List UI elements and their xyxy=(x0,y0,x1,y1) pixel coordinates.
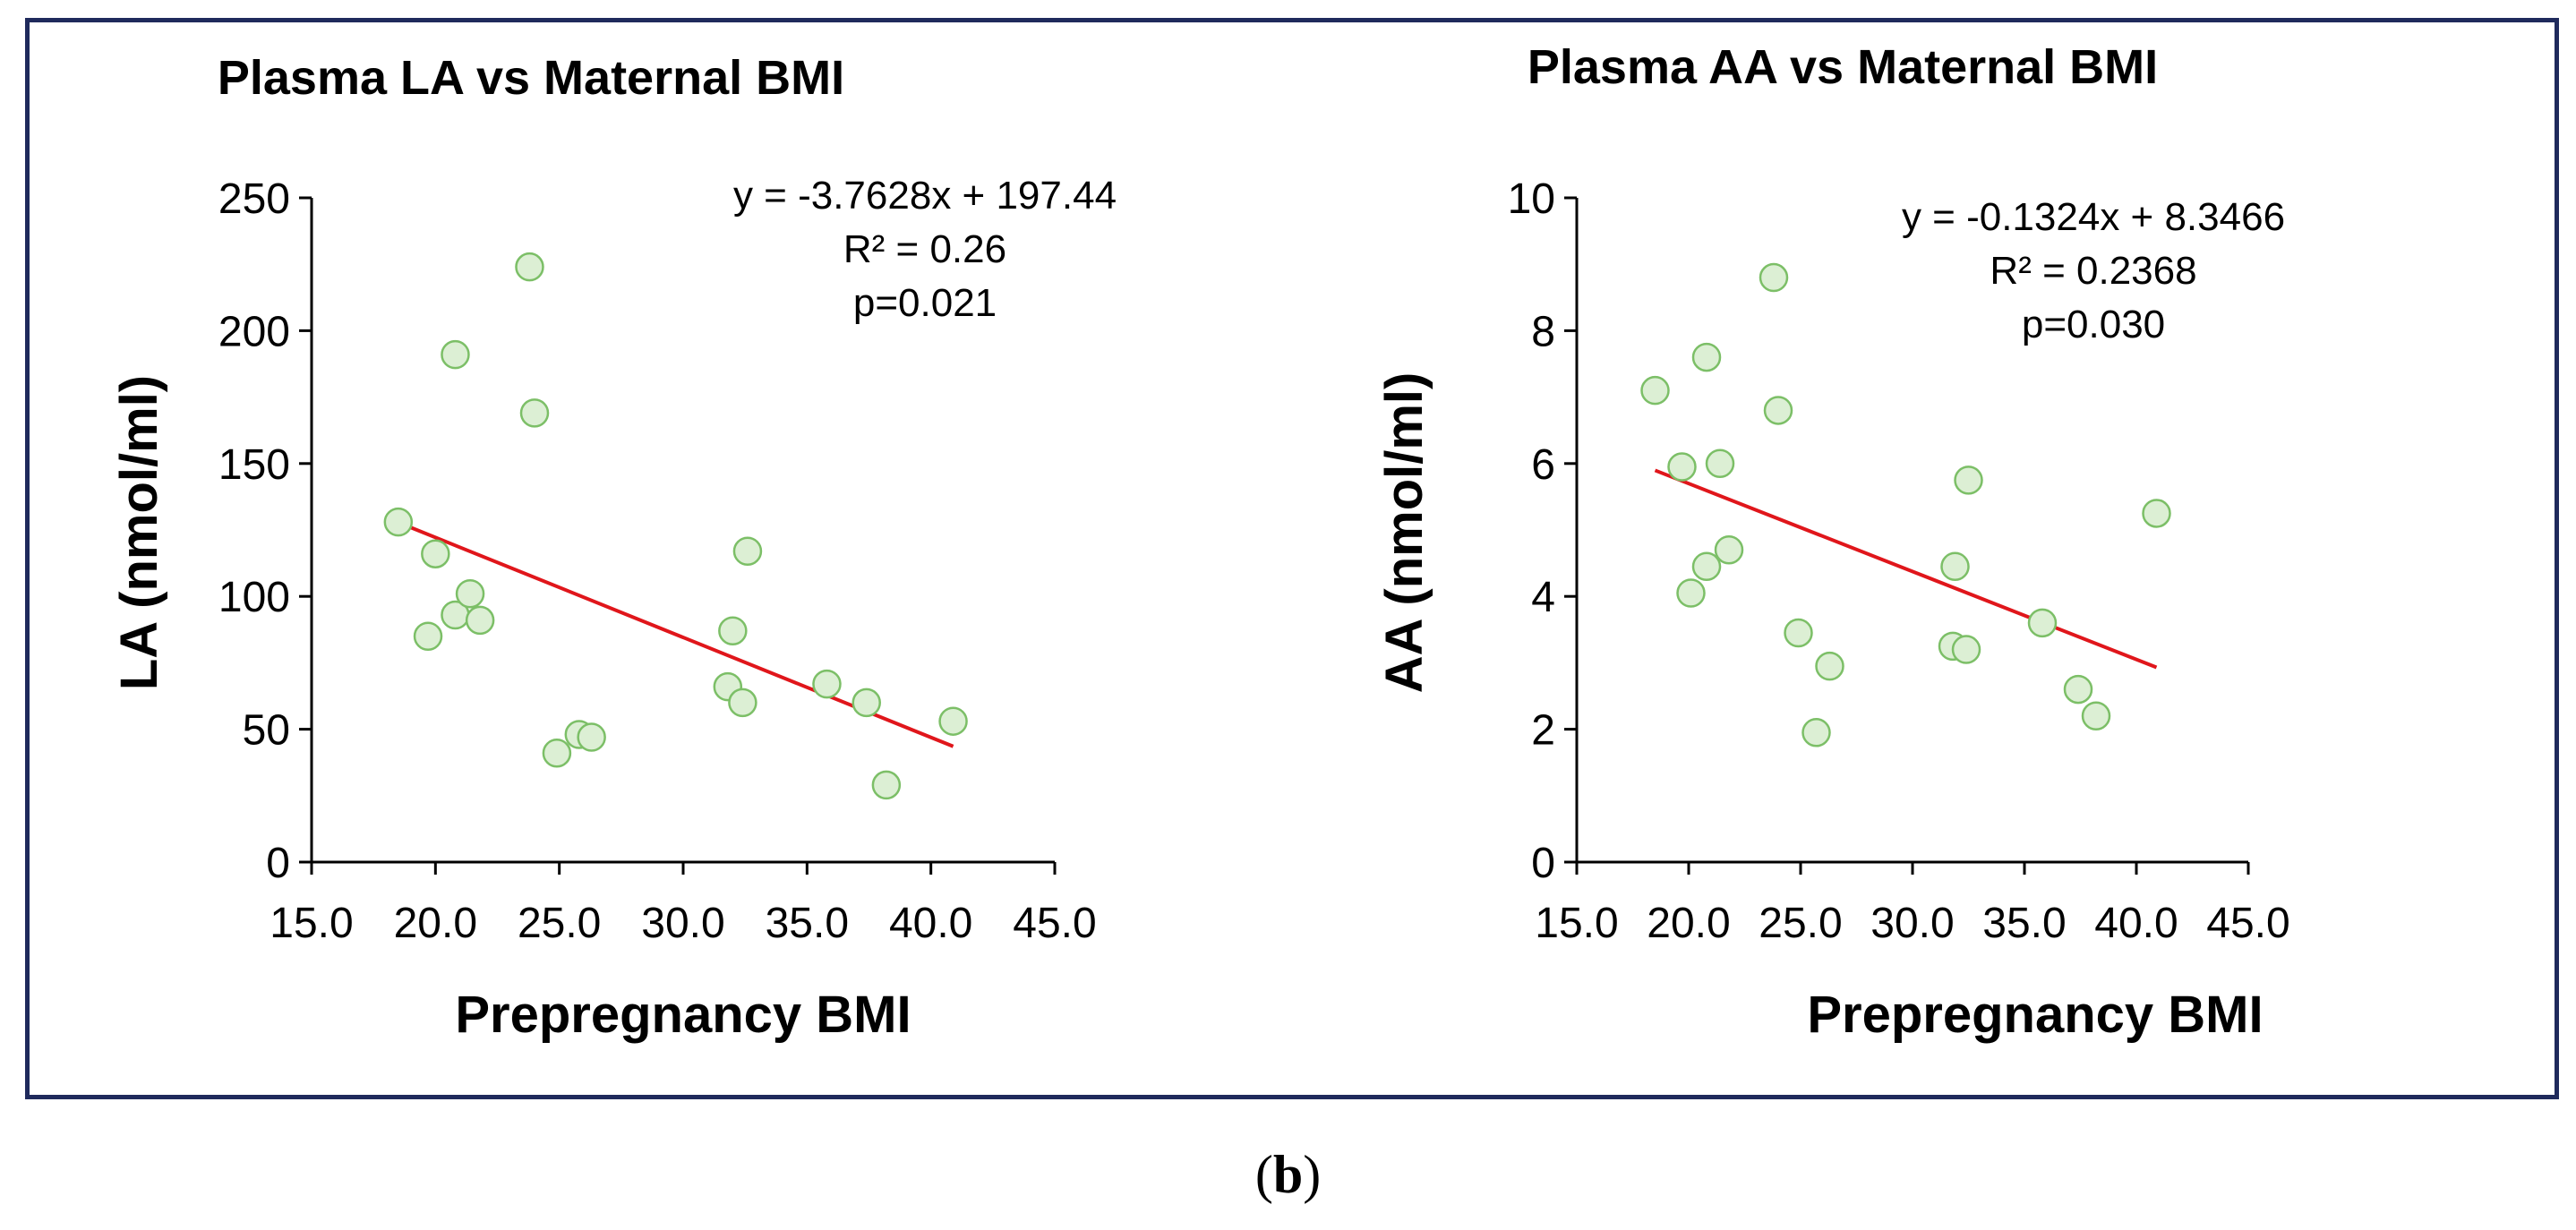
x-axis-label: Prepregnancy BMI xyxy=(455,986,911,1044)
chart-la-vs-bmi: Plasma LA vs Maternal BMI 0 50 100 150 200 25… xyxy=(110,51,1117,1044)
data-point xyxy=(577,722,606,752)
y-tick-label: 2 xyxy=(1531,707,1555,755)
x-tick-label: 30.0 xyxy=(1870,900,1954,947)
data-point xyxy=(1815,651,1844,681)
y-tick-label: 100 xyxy=(218,574,290,621)
y-tick-label: 6 xyxy=(1531,441,1555,489)
x-tick-label: 35.0 xyxy=(1982,900,2066,947)
y-tick-label: 150 xyxy=(218,441,290,489)
chart-aa-vs-bmi: Plasma AA vs Maternal BMI 0 2 4 6 8 10 15.0 20.… xyxy=(1375,40,2290,1044)
data-point xyxy=(1691,551,1722,582)
chart-title: Plasma AA vs Maternal BMI xyxy=(1528,40,2158,94)
data-point xyxy=(812,669,842,699)
x-tick-label: 20.0 xyxy=(394,900,477,947)
data-point xyxy=(728,688,757,718)
data-point xyxy=(441,339,470,370)
data-point xyxy=(1676,578,1706,608)
x-tick-label: 40.0 xyxy=(889,900,972,947)
data-point xyxy=(1763,396,1793,425)
caption-open-paren: ( xyxy=(1254,1145,1273,1204)
data-point xyxy=(2142,499,2171,528)
data-point xyxy=(1705,448,1735,479)
caption-close-paren: ) xyxy=(1303,1145,1322,1204)
y-tick-label: 250 xyxy=(218,175,290,223)
data-point xyxy=(938,706,968,736)
trendline xyxy=(1654,468,2158,670)
r-squared: R² = 0.2368 xyxy=(1990,249,2196,293)
data-point xyxy=(455,578,485,609)
x-tick-label: 15.0 xyxy=(1535,900,1618,947)
data-point xyxy=(413,621,443,651)
data-point xyxy=(383,507,414,537)
chart-title: Plasma LA vs Maternal BMI xyxy=(218,51,844,105)
data-point xyxy=(1784,618,1813,648)
p-value: p=0.021 xyxy=(853,281,997,325)
data-point xyxy=(465,605,495,636)
data-point xyxy=(852,688,881,718)
data-point xyxy=(1640,375,1670,406)
y-tick-label: 4 xyxy=(1531,574,1555,621)
data-point xyxy=(2063,674,2093,705)
x-tick-label: 25.0 xyxy=(1759,900,1842,947)
data-point xyxy=(1714,535,1744,565)
data-point xyxy=(1954,466,1983,495)
figure-frame: Plasma LA vs Maternal BMI 0 50 100 150 200 25… xyxy=(25,18,2559,1099)
y-tick-label: 0 xyxy=(266,840,290,887)
x-tick-label: 35.0 xyxy=(766,900,849,947)
data-point xyxy=(2081,701,2111,731)
x-tick-label: 45.0 xyxy=(2206,900,2289,947)
data-point xyxy=(1940,551,1970,582)
data-point xyxy=(1691,342,1722,372)
caption-letter: b xyxy=(1272,1145,1304,1204)
y-tick-label: 0 xyxy=(1531,840,1555,887)
regression-equation: y = -3.7628x + 197.44 xyxy=(733,174,1117,218)
data-point xyxy=(732,536,763,566)
p-value: p=0.030 xyxy=(2022,303,2165,346)
r-squared: R² = 0.26 xyxy=(843,227,1006,271)
figure-caption: (b) xyxy=(0,1148,2576,1201)
x-tick-label: 15.0 xyxy=(270,900,353,947)
y-tick-label: 10 xyxy=(1508,175,1555,223)
data-point xyxy=(515,252,544,282)
data-point xyxy=(1801,718,1831,747)
y-tick-label: 50 xyxy=(243,707,290,755)
y-axis-label: AA (nmol/ml) xyxy=(1375,372,1433,694)
x-tick-label: 45.0 xyxy=(1013,900,1096,947)
y-axis-label: LA (nmol/ml) xyxy=(110,375,168,690)
data-point xyxy=(542,739,572,768)
data-point xyxy=(2027,608,2058,638)
x-tick-label: 25.0 xyxy=(518,900,601,947)
data-point xyxy=(421,539,450,568)
x-tick-label: 30.0 xyxy=(641,900,724,947)
data-point xyxy=(1759,262,1789,293)
y-tick-label: 8 xyxy=(1531,308,1555,355)
data-point xyxy=(1667,452,1697,482)
x-tick-label: 20.0 xyxy=(1647,900,1730,947)
data-point xyxy=(718,616,748,646)
data-point xyxy=(519,398,550,428)
regression-equation: y = -0.1324x + 8.3466 xyxy=(1902,195,2285,239)
data-point xyxy=(871,770,902,800)
data-point xyxy=(1951,635,1981,664)
x-tick-label: 40.0 xyxy=(2094,900,2178,947)
x-axis-label: Prepregnancy BMI xyxy=(1807,986,2263,1044)
y-tick-label: 200 xyxy=(218,308,290,355)
